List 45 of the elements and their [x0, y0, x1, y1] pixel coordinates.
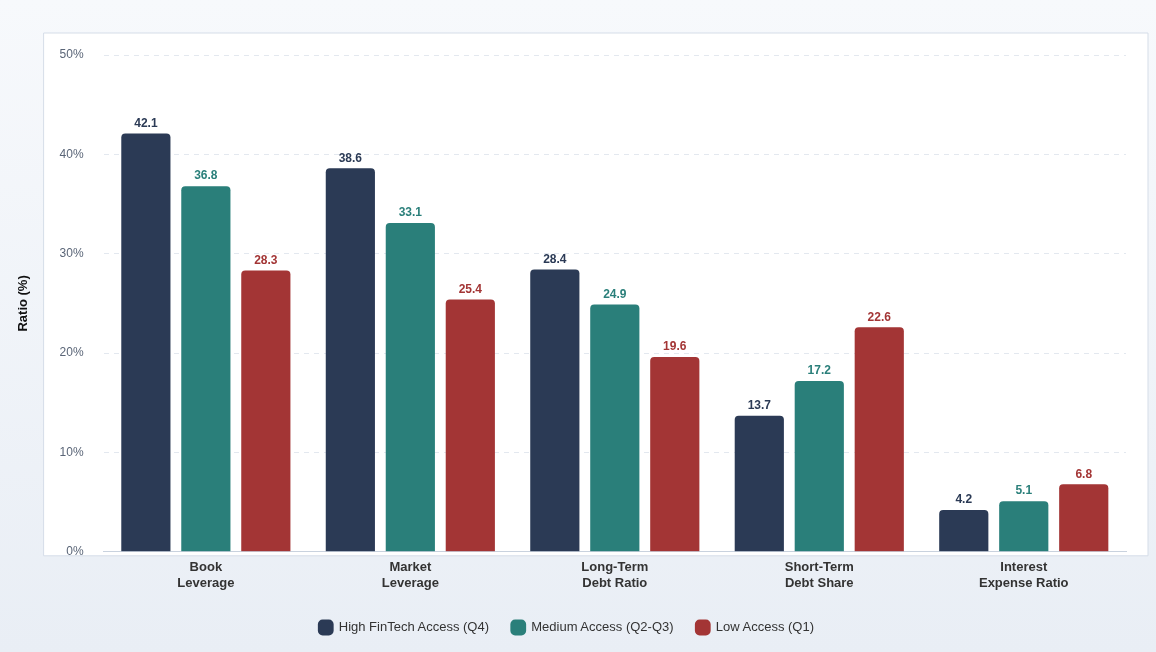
bar — [325, 168, 375, 552]
data-label: 13.7 — [747, 397, 772, 412]
y-tick-label: 50% — [59, 47, 84, 62]
x-tick-label: Short-Term Debt Share — [784, 559, 854, 590]
bar — [999, 501, 1049, 552]
bar — [734, 415, 784, 552]
bar — [445, 299, 495, 552]
data-label: 28.4 — [543, 251, 567, 266]
bar — [590, 304, 640, 552]
y-tick-label: 0% — [66, 544, 84, 559]
legend-label: High FinTech Access (Q4) — [338, 619, 490, 635]
bar — [1059, 484, 1109, 552]
bar — [939, 510, 989, 552]
x-tick-label: Market Leverage — [381, 559, 439, 590]
bar — [181, 186, 231, 552]
bar — [650, 357, 700, 552]
x-tick-label: Long-Term Debt Ratio — [581, 559, 649, 590]
data-label: 24.9 — [603, 286, 627, 301]
data-label: 28.3 — [254, 252, 278, 267]
y-tick-label: 40% — [59, 146, 84, 161]
legend-label: Medium Access (Q2-Q3) — [531, 619, 674, 635]
data-label: 4.2 — [955, 492, 973, 507]
legend-label: Low Access (Q1) — [715, 619, 815, 635]
y-axis-title: Ratio (%) — [15, 275, 31, 332]
x-tick-label: Interest Expense Ratio — [978, 559, 1069, 590]
y-tick-label: 30% — [59, 246, 84, 261]
data-label: 42.1 — [134, 115, 158, 130]
data-label: 22.6 — [867, 309, 892, 324]
data-label: 17.2 — [807, 363, 832, 378]
x-tick-label: Book Leverage — [177, 559, 235, 590]
data-label: 38.6 — [338, 150, 363, 165]
bar — [530, 269, 580, 552]
y-tick-label: 10% — [59, 444, 84, 459]
bar — [385, 222, 435, 552]
data-label: 25.4 — [458, 281, 483, 296]
data-label: 36.8 — [194, 168, 218, 183]
data-label: 5.1 — [1015, 483, 1033, 498]
y-tick-label: 20% — [59, 345, 84, 360]
bar — [854, 327, 904, 552]
bar — [241, 270, 291, 552]
data-label: 19.6 — [663, 339, 687, 354]
bar — [121, 133, 171, 552]
data-label: 6.8 — [1075, 466, 1093, 481]
data-label: 33.1 — [398, 205, 423, 220]
bar — [794, 380, 844, 552]
